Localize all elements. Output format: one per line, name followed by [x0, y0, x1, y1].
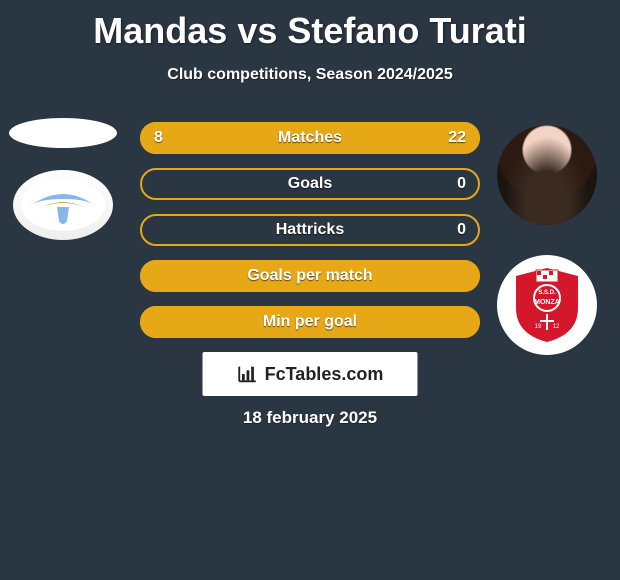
- stats-comparison: Matches822Goals0Hattricks0Goals per matc…: [140, 122, 480, 338]
- brand-badge: FcTables.com: [203, 352, 418, 396]
- stat-row: Min per goal: [140, 306, 480, 338]
- bar-left-value: 8: [154, 129, 163, 147]
- stat-row: Goals per match: [140, 260, 480, 292]
- eagle-icon: [19, 177, 107, 233]
- bar-label: Matches: [140, 129, 480, 147]
- left-player-avatar: [9, 118, 117, 148]
- left-club-logo: [13, 170, 113, 240]
- bar-label: Goals per match: [140, 267, 480, 285]
- bar-right-value: 22: [448, 129, 466, 147]
- svg-text:19: 19: [535, 324, 542, 330]
- brand-text: FcTables.com: [265, 364, 384, 385]
- right-player-column: S.S.D. MONZA 19 12: [492, 125, 602, 355]
- stat-row: Hattricks0: [140, 214, 480, 246]
- date: 18 february 2025: [0, 408, 620, 428]
- left-player-column: [8, 118, 118, 240]
- right-player-avatar: [497, 125, 597, 225]
- bar-right-value: 0: [457, 221, 466, 239]
- svg-text:S.S.D.: S.S.D.: [538, 290, 556, 296]
- bar-right-value: 0: [457, 175, 466, 193]
- stat-row: Matches8 22: [140, 122, 480, 154]
- bar-label: Min per goal: [140, 313, 480, 331]
- svg-text:MONZA: MONZA: [534, 299, 560, 306]
- bar-chart-icon: [237, 363, 259, 385]
- stat-row: Goals0: [140, 168, 480, 200]
- bar-label: Goals: [140, 175, 480, 193]
- page-title: Mandas vs Stefano Turati: [0, 0, 620, 52]
- subtitle: Club competitions, Season 2024/2025: [0, 66, 620, 84]
- shield-icon: S.S.D. MONZA 19 12: [506, 264, 588, 346]
- bar-label: Hattricks: [140, 221, 480, 239]
- svg-text:12: 12: [553, 324, 560, 330]
- right-club-logo: S.S.D. MONZA 19 12: [497, 255, 597, 355]
